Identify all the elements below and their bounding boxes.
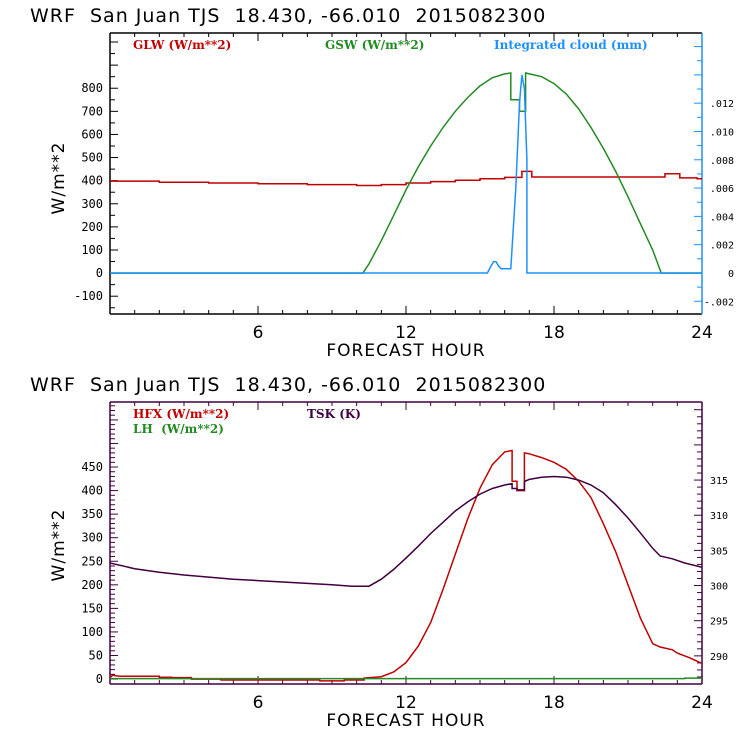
series-line-lh — [110, 677, 702, 680]
y-tick-label: 150 — [81, 601, 103, 615]
chart2-legend-hfx: HFX (W/m**2) — [133, 407, 229, 421]
series-group — [110, 449, 702, 682]
y-tick-label: 400 — [81, 174, 103, 188]
x-tick-label: 6 — [253, 693, 264, 713]
y-tick-label: 700 — [81, 104, 103, 118]
chart1-legend-glw: GLW (W/m**2) — [133, 38, 231, 52]
y-tick-label: 400 — [81, 484, 103, 498]
chart1-legend-gsw: GSW (W/m**2) — [325, 38, 424, 52]
y-tick-label: 200 — [81, 220, 103, 234]
y2-tick-label: .008 — [710, 156, 734, 167]
y-tick-label: 200 — [81, 578, 103, 592]
chart1-legend-cloud: Integrated cloud (mm) — [494, 38, 648, 52]
y2-tick-label: 295 — [710, 617, 728, 628]
y-tick-label: 50 — [89, 648, 103, 662]
y2-tick-label: 290 — [710, 652, 728, 663]
y2-tick-label: 300 — [710, 582, 728, 593]
chart2-title: WRF San Juan TJS 18.430, -66.010 2015082… — [30, 374, 546, 396]
y-tick-label: 300 — [81, 197, 103, 211]
series-line-integrated — [110, 74, 702, 274]
y2-tick-label: .004 — [710, 212, 734, 223]
x-tick-label: 18 — [543, 323, 565, 343]
chart1-xlabel: FORECAST HOUR — [326, 341, 485, 361]
y-tick-label: 0 — [96, 672, 103, 686]
y-tick-label: 500 — [81, 151, 103, 165]
chart2-legend-tsk: TSK (K) — [307, 407, 361, 421]
y-tick-label: 800 — [81, 81, 103, 95]
y2-tick-label: 305 — [710, 546, 728, 557]
y2-tick-label: 315 — [710, 476, 728, 487]
series-group — [110, 72, 702, 274]
chart2-xlabel: FORECAST HOUR — [326, 711, 485, 731]
y2-tick-label: .006 — [710, 184, 734, 195]
y-tick-label: -100 — [74, 289, 103, 303]
y2-tick-label: .010 — [710, 127, 734, 138]
y-tick-label: 300 — [81, 531, 103, 545]
x-tick-label: 24 — [691, 693, 713, 713]
x-tick-label: 18 — [543, 693, 565, 713]
y-tick-label: 350 — [81, 507, 103, 521]
chart2-legend-lh: LH (W/m**2) — [133, 422, 224, 436]
y-tick-label: 0 — [96, 266, 103, 280]
chart2-plot-area: 6 12 18 24 0 50 100 150 200 250 300 350 400 450 290 295… — [81, 401, 728, 713]
y2-tick-label: .002 — [710, 241, 734, 252]
series-line-gsw — [110, 72, 702, 274]
chart1-plot-area: 6 12 18 24 -100 0 100 200 300 400 500 600 700 800 -.00… — [74, 32, 734, 343]
chart1-ylabel: W/m**2 — [49, 142, 69, 215]
x-tick-label: 12 — [395, 693, 417, 713]
y2-tick-label: 310 — [710, 511, 728, 522]
y2-tick-label: .012 — [710, 99, 734, 110]
y-tick-label: 100 — [81, 625, 103, 639]
y2-tick-label: 0 — [728, 269, 734, 280]
series-line-hfx — [110, 449, 702, 682]
y-tick-label: 250 — [81, 554, 103, 568]
chart1-title: WRF San Juan TJS 18.430, -66.010 2015082… — [30, 5, 546, 27]
series-line-glw — [110, 170, 702, 187]
y-tick-label: 100 — [81, 243, 103, 257]
x-tick-label: 24 — [691, 323, 713, 343]
y-tick-label: 600 — [81, 127, 103, 141]
x-tick-label: 12 — [395, 323, 417, 343]
series-line-tsk — [110, 475, 702, 587]
y-tick-label: 450 — [81, 460, 103, 474]
chart2-ylabel: W/m**2 — [49, 509, 69, 582]
x-tick-label: 6 — [253, 323, 264, 343]
y2-tick-label: -.002 — [704, 297, 734, 308]
